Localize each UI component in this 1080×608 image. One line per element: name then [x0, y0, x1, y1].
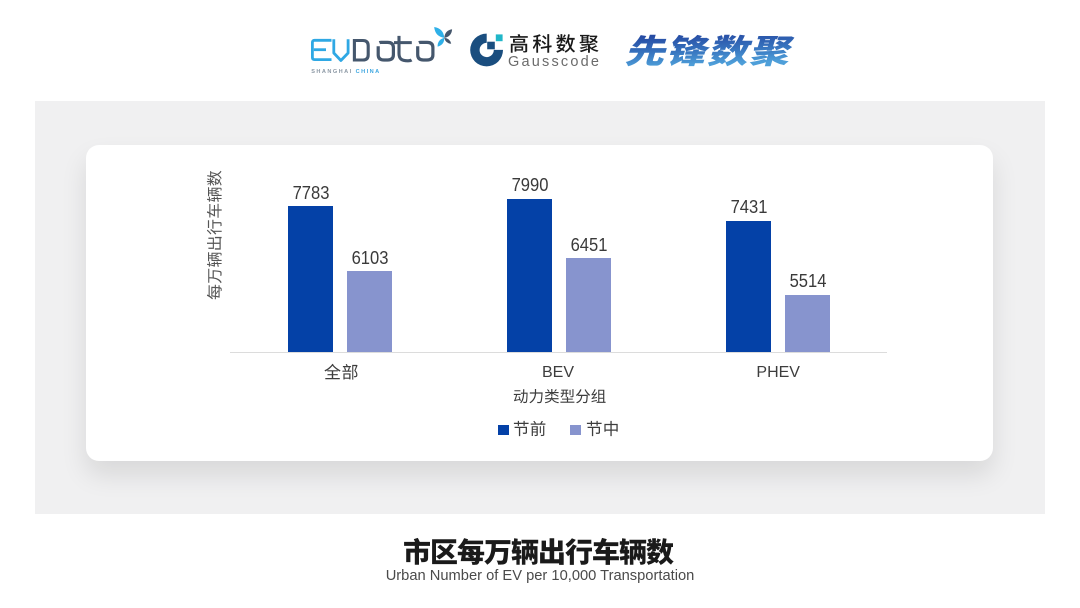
svg-text:SHANGHAI CHINA: SHANGHAI CHINA — [311, 69, 380, 75]
